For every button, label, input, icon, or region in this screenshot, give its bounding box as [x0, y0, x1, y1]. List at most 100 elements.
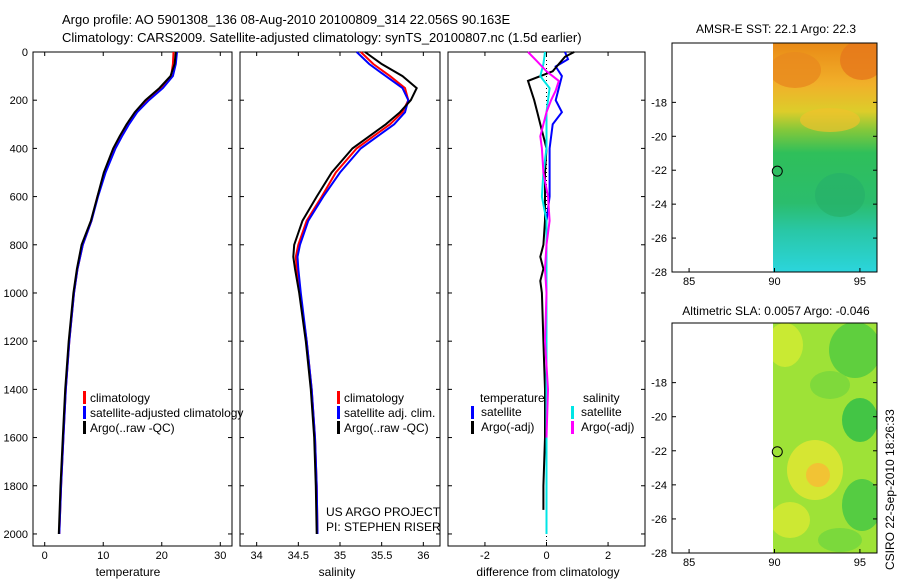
y-tick-label: 0 [22, 47, 28, 59]
map-y-tick-label: -24 [651, 480, 667, 492]
difference-legend: temperature satellite Argo(-adj) salinit… [471, 391, 634, 434]
legend-swatch-climatology [337, 391, 340, 404]
sst-argo-marker [771, 165, 783, 177]
x-tick-label: 35 [334, 550, 346, 562]
y-tick-label: 1400 [4, 384, 28, 396]
sla-patch [773, 502, 810, 538]
sla-patch [842, 398, 877, 442]
map-x-tick-label: 85 [683, 557, 695, 569]
sla-high-patch [806, 463, 830, 487]
legend-swatch-satellite [337, 406, 340, 419]
map-x-tick-label: 85 [683, 276, 695, 288]
series-line-climatology [58, 51, 175, 535]
legend-swatch-sal-argo [571, 421, 574, 434]
x-tick-label: 10 [97, 550, 109, 562]
map-y-tick-label: -18 [651, 378, 667, 390]
legend-swatch-sal-satellite [571, 406, 574, 419]
map-y-tick-label: -24 [651, 199, 667, 211]
map-y-tick-label: -20 [651, 131, 667, 143]
salinity-axes [239, 51, 441, 547]
map-y-tick-label: -22 [651, 446, 667, 458]
sst-map-title: AMSR-E SST: 22.1 Argo: 22.3 [696, 22, 856, 36]
legend-label: satellite [581, 405, 622, 419]
y-tick-label: 800 [10, 240, 28, 252]
pi-credit: PI: STEPHEN RISER [326, 520, 441, 534]
legend-swatch-argo [337, 421, 340, 434]
y-tick-label: 600 [10, 192, 28, 204]
legend-label: satellite [481, 405, 522, 419]
x-tick-label: 2 [605, 550, 611, 562]
x-tick-label: 35.5 [371, 550, 392, 562]
salinity-legend: climatology satellite adj. clim. Argo(..… [337, 391, 435, 435]
legend-label: Argo(-adj) [481, 420, 534, 434]
series-line-temperature-satellite [545, 51, 570, 534]
map-x-tick-label: 90 [768, 276, 780, 288]
legend-swatch-argo [83, 421, 86, 434]
sst-warm-patch [773, 52, 821, 88]
header-line-1: Argo profile: AO 5901308_136 08-Aug-2010… [62, 12, 510, 27]
legend-label: satellite adj. clim. [344, 406, 435, 420]
map-x-tick-label: 90 [768, 557, 780, 569]
project-credit: US ARGO PROJECT [326, 505, 441, 519]
sla-patch [842, 479, 877, 531]
legend-label: climatology [344, 391, 404, 405]
sla-map [671, 322, 878, 554]
x-tick-label: 34.5 [288, 550, 309, 562]
legend-swatch-climatology [83, 391, 86, 404]
series-line-argo-raw-qc- [292, 51, 418, 535]
legend-group-title: salinity [583, 391, 620, 405]
x-tick-label: 30 [214, 550, 226, 562]
x-tick-label: 36 [417, 550, 429, 562]
legend-label: climatology [90, 391, 150, 405]
temperature-plot: 0 10 20 30 0 200 400 600 800 1000 1200 1400 1600 1800… [4, 47, 232, 562]
map-y-tick-label: -18 [651, 97, 667, 109]
sst-field [773, 43, 877, 272]
sla-axes: 85 90 95 -18 -20 -22 -24 -26 -28 [651, 378, 877, 569]
legend-group-title: temperature [480, 391, 545, 405]
y-tick-label: 400 [10, 143, 28, 155]
sla-argo-marker [771, 446, 783, 458]
temperature-xlabel: temperature [96, 565, 161, 579]
salinity-xlabel: salinity [319, 565, 356, 579]
series-line-salinity-argo-adj- [527, 51, 560, 438]
sst-warm-patch [840, 43, 877, 80]
series-line-temperature-argo-adj- [526, 51, 575, 510]
sst-map [671, 42, 878, 273]
series-line-argo-raw-qc- [57, 51, 177, 535]
map-y-tick-label: -28 [651, 267, 667, 279]
legend-swatch-temp-satellite [471, 406, 474, 419]
x-tick-label: -2 [480, 550, 490, 562]
timestamp-credit: CSIRO 22-Sep-2010 18:26:33 [883, 409, 897, 570]
sla-patch [818, 528, 862, 552]
salinity-plot: 34 34.5 35 35.5 36 [240, 51, 440, 562]
y-tick-label: 1600 [4, 433, 28, 445]
sst-mid-patch [800, 108, 860, 132]
temperature-legend: climatology satellite-adjusted climatolo… [83, 391, 243, 435]
legend-label: Argo(-adj) [581, 420, 634, 434]
temperature-axes [32, 51, 233, 547]
map-y-tick-label: -20 [651, 412, 667, 424]
y-tick-label: 200 [10, 95, 28, 107]
legend-label: satellite-adjusted climatology [90, 406, 243, 420]
map-x-tick-label: 95 [854, 276, 866, 288]
legend-swatch-satellite [83, 406, 86, 419]
header-line-2: Climatology: CARS2009. Satellite-adjuste… [62, 30, 582, 45]
map-y-tick-label: -26 [651, 233, 667, 245]
legend-swatch-temp-argo [471, 421, 474, 434]
difference-plot: -2 0 2 [448, 51, 645, 562]
map-y-tick-label: -28 [651, 548, 667, 560]
map-y-tick-label: -22 [651, 165, 667, 177]
legend-label: Argo(..raw -QC) [90, 421, 175, 435]
x-tick-label: 0 [42, 550, 48, 562]
x-tick-label: 20 [156, 550, 168, 562]
legend-label: Argo(..raw -QC) [344, 421, 429, 435]
sla-field [773, 323, 877, 553]
y-tick-label: 1000 [4, 288, 28, 300]
x-tick-label: 0 [543, 550, 549, 562]
y-tick-label: 1800 [4, 481, 28, 493]
sla-patch [773, 323, 803, 367]
map-x-tick-label: 95 [854, 557, 866, 569]
series-line-salinity-satellite [539, 51, 551, 534]
x-tick-label: 34 [251, 550, 263, 562]
